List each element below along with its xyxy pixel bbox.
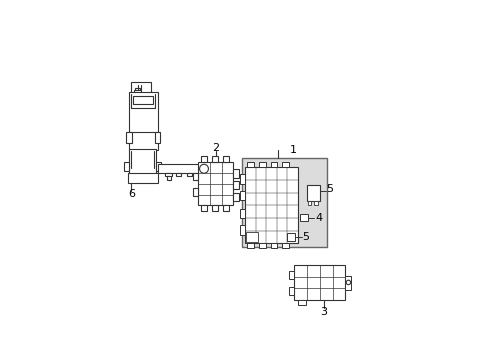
Bar [193,173,198,180]
Bar [212,156,218,162]
Bar [128,174,158,183]
Bar [345,276,351,290]
Bar [240,174,245,184]
Bar [233,181,239,189]
Bar [187,174,193,176]
Bar [130,82,151,94]
Bar [134,90,141,94]
Circle shape [199,164,208,173]
Bar [198,162,233,205]
Bar [282,162,289,167]
Bar [270,162,277,167]
Text: 5: 5 [327,184,334,194]
Bar [307,185,320,201]
Bar [282,243,289,248]
Bar [233,193,239,201]
Bar [242,158,327,247]
Bar [298,300,306,305]
Bar [167,176,171,180]
Bar [156,162,161,171]
Bar [270,243,277,248]
Bar [128,149,156,175]
Bar [158,164,212,174]
Circle shape [346,280,351,285]
Bar [240,209,245,219]
Bar [223,205,229,211]
Text: 1: 1 [290,145,296,156]
Bar [135,87,140,93]
Bar [155,132,160,143]
Bar [198,174,205,176]
Bar [176,174,181,176]
Bar [246,232,258,242]
Bar [126,132,132,143]
Bar [259,243,266,248]
Bar [300,214,308,221]
Bar [165,174,172,176]
Bar [123,162,128,171]
Text: 5: 5 [302,232,310,242]
Bar [233,169,239,177]
Bar [201,205,207,211]
Bar [287,233,295,241]
Bar [240,191,245,201]
Bar [259,162,266,167]
Bar [289,270,294,279]
Bar [223,156,229,162]
Text: 4: 4 [315,212,322,222]
Text: 6: 6 [128,189,135,199]
Bar [308,201,311,204]
Text: 3: 3 [320,307,327,317]
Bar [193,188,198,196]
Bar [212,205,218,211]
Text: 2: 2 [212,143,220,153]
Bar [247,243,254,248]
Bar [294,265,345,300]
Bar [240,225,245,235]
Bar [247,162,254,167]
Bar [128,132,158,150]
Bar [128,92,158,135]
Bar [289,287,294,296]
Bar [245,167,298,243]
Bar [201,156,207,162]
Bar [133,96,153,104]
Bar [314,201,318,204]
